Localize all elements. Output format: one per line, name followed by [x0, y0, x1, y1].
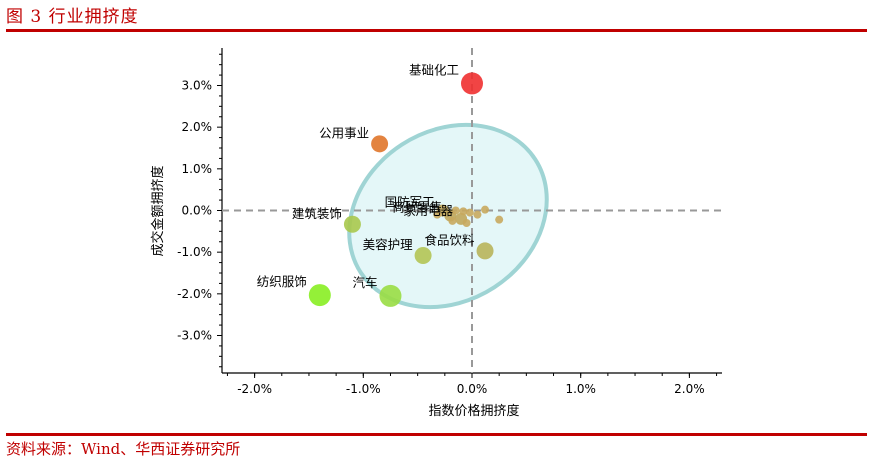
x-tick-label: 1.0%: [565, 382, 596, 396]
data-point: [371, 135, 389, 153]
data-point: [462, 219, 471, 227]
data-label: 基础化工: [409, 62, 459, 77]
scatter-chart: -2.0% -1.0% 0.0% 1.0% 2.0% 3.0% 2.0% 1.0% 0.0% -1…: [150, 48, 722, 419]
data-point: [308, 284, 331, 307]
y-tick-label: 2.0%: [182, 120, 213, 134]
axes: -2.0% -1.0% 0.0% 1.0% 2.0% 3.0% 2.0% 1.0% 0.0% -1…: [177, 48, 722, 396]
data-label: 商贸零售: [392, 200, 442, 215]
data-point: [451, 206, 460, 215]
data-point: [473, 210, 482, 219]
x-tick-label: 0.0%: [457, 382, 488, 396]
data-point: [476, 242, 494, 260]
data-label: 汽车: [352, 275, 377, 290]
data-point: [343, 215, 361, 233]
bottom-rule: [6, 433, 867, 436]
data-point: [459, 207, 468, 216]
data-point: [461, 72, 483, 95]
data-point: [465, 208, 474, 217]
data-points: [308, 72, 504, 307]
figure-title: 图 3 行业拥挤度: [6, 7, 139, 27]
data-point: [481, 205, 490, 214]
data-point: [433, 210, 442, 219]
data-point: [495, 215, 504, 224]
y-tick-label: -2.0%: [177, 287, 212, 301]
y-tick-label: 3.0%: [182, 79, 213, 93]
y-tick-label: 1.0%: [182, 162, 213, 176]
data-label: 国防军工: [385, 195, 435, 210]
source-note: 资料来源：Wind、华西证券研究所: [6, 440, 241, 458]
data-label: 建筑装饰: [292, 206, 342, 221]
data-label: 纺织服饰: [257, 274, 307, 289]
x-tick-label: -1.0%: [346, 382, 381, 396]
x-tick-label: 2.0%: [674, 382, 705, 396]
y-axis-label: 成交金额拥挤度: [150, 165, 166, 256]
top-rule: [6, 29, 867, 32]
data-point: [379, 284, 402, 307]
y-tick-label: -3.0%: [177, 329, 212, 343]
y-tick-label: 0.0%: [182, 204, 213, 218]
data-label: 美容护理: [363, 237, 414, 252]
data-point: [448, 216, 457, 225]
data-label: 食品饮料: [425, 232, 476, 247]
data-label: 家用电器: [403, 203, 454, 218]
x-tick-label: -2.0%: [237, 382, 272, 396]
y-tick-label: -1.0%: [177, 245, 212, 259]
x-axis-label: 指数价格拥挤度: [428, 403, 519, 419]
data-label: 公用事业: [319, 125, 369, 140]
data-point: [414, 247, 432, 264]
